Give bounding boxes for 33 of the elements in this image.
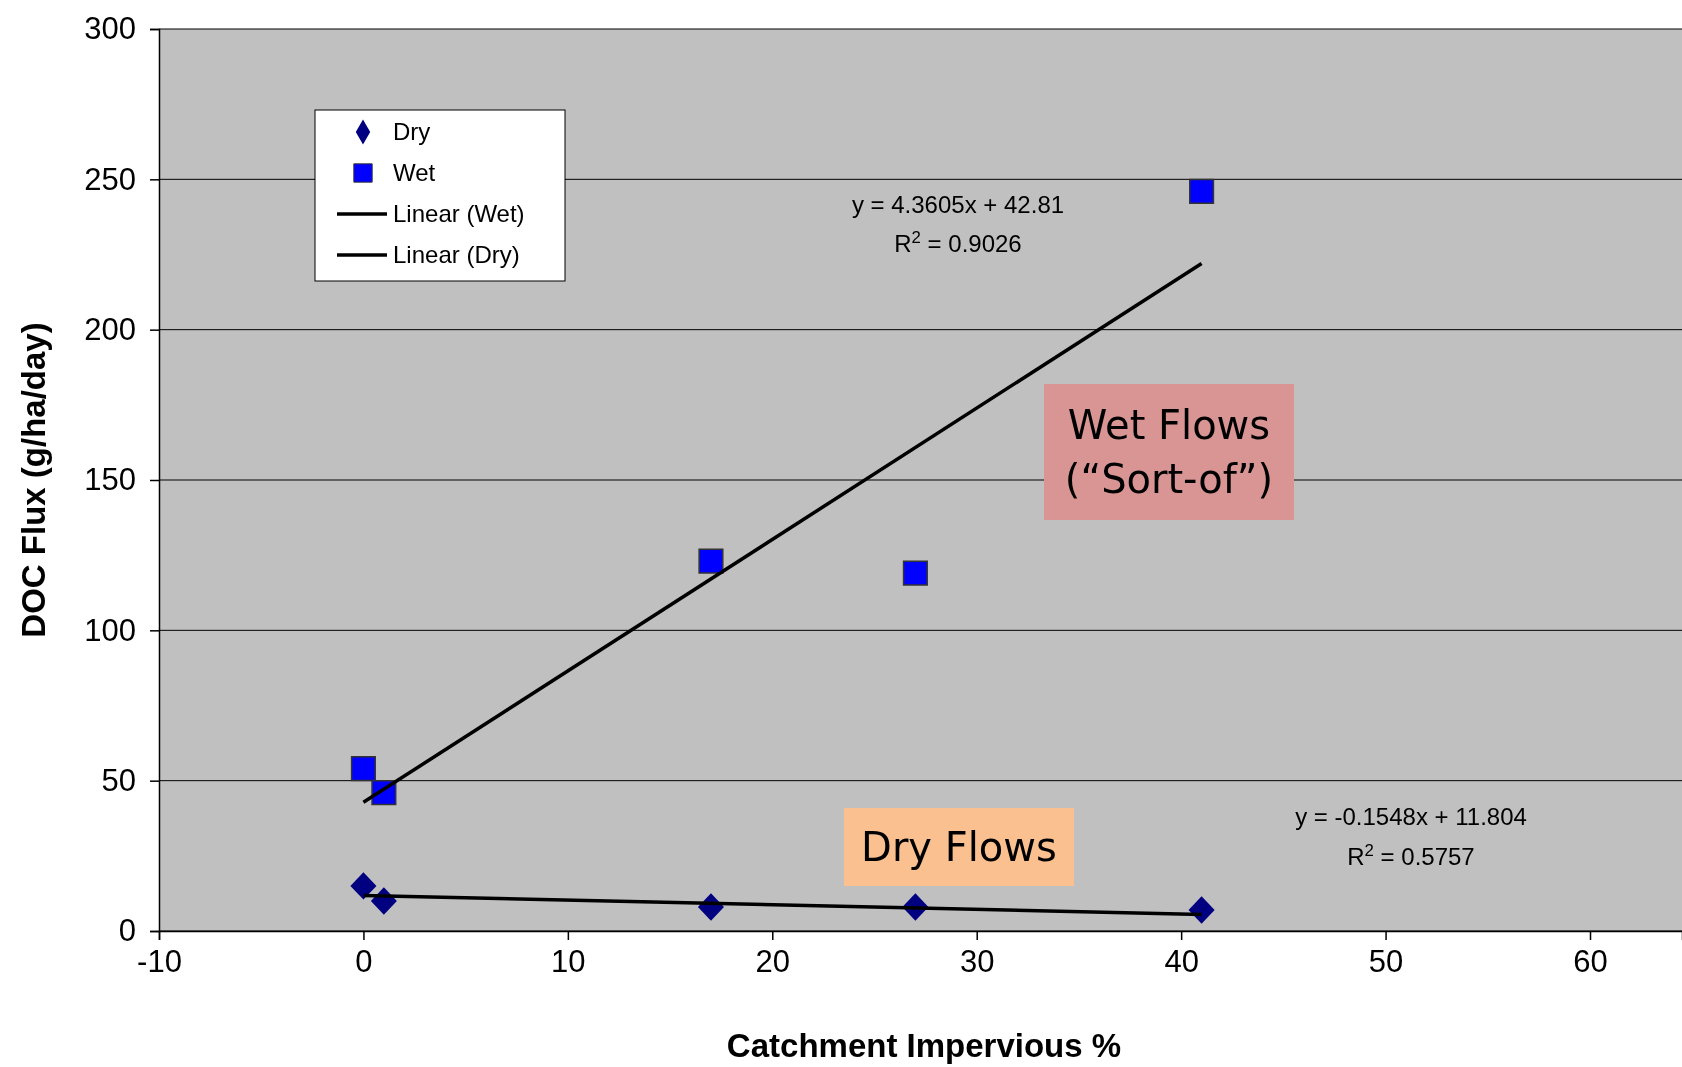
annotation: R$^{2}$ = 0.5757 [1347,840,1475,871]
x-axis-title: Catchment Impervious % [726,1027,1122,1064]
x-tick-label: 20 [755,944,791,980]
x-tick-label: 60 [1573,944,1608,980]
point [902,560,928,586]
x-tick-label: 10 [551,944,586,980]
y-tick-label: 250 [84,161,136,197]
y-tick-label: 200 [84,312,136,348]
y-tick-label: 50 [101,763,136,799]
point [1188,896,1215,924]
point [350,756,377,782]
legend-label: Dry [393,118,431,145]
y-tick-label: 100 [84,612,136,648]
legend-label: Wet [393,159,436,186]
x-tick-label: 0 [355,944,373,980]
x-tick-label: 40 [1164,944,1199,980]
y-tick-label: 0 [118,913,136,949]
annotation: Dry Flows [861,824,1057,870]
y-axis-title: DOC Flux (g/ha/day) [15,322,52,638]
x-tick-label: -10 [137,944,182,980]
y-tick-label: 150 [84,462,136,498]
legend-label: Linear (Dry) [393,241,520,268]
annotation: y = -0.1548x + 11.804 [1295,803,1527,831]
point [698,548,724,574]
x-tick-label: 50 [1368,944,1404,980]
y-tick-label: 300 [84,11,136,47]
annotation: R$^{2}$ = 0.9026 [894,227,1022,258]
point [1189,178,1215,204]
annotation: y = 4.3605x + 42.81 [851,191,1065,219]
x-tick-label: 30 [959,944,995,980]
point [350,872,377,900]
legend-label: Linear (Wet) [393,200,525,227]
annotation: Wet Flows (“Sort-of”) [1064,402,1274,502]
